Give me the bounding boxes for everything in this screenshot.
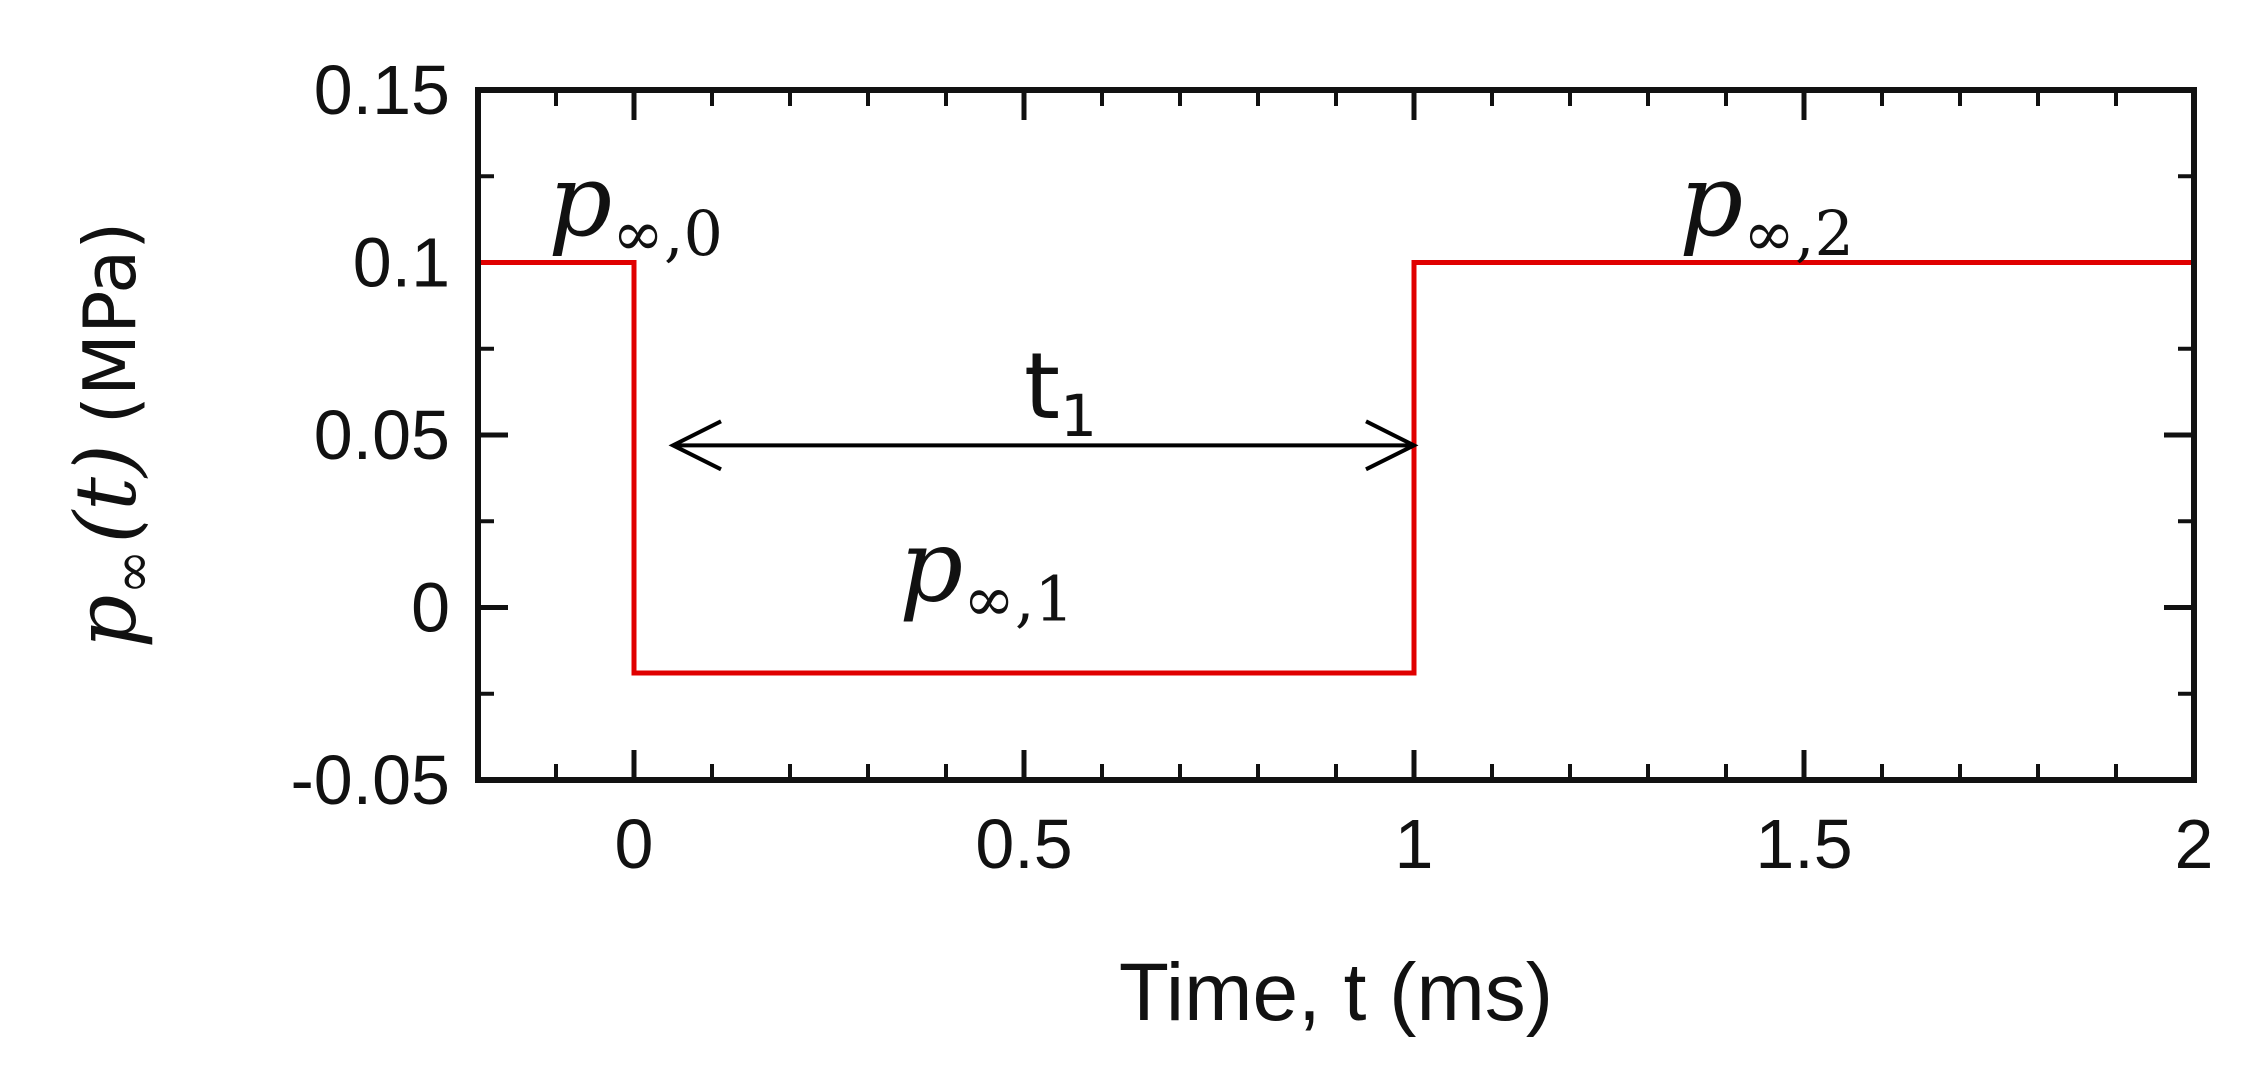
annotation-p1: p∞,1 bbox=[899, 508, 1074, 636]
series-line bbox=[478, 260, 2194, 676]
y-axis-title: p∞ (t) (MPa) bbox=[57, 222, 164, 649]
y-axis-unit: (MPa) bbox=[68, 222, 152, 425]
y-tick-label: 0 bbox=[411, 569, 450, 647]
x-tick-label: 0 bbox=[615, 805, 654, 883]
arrow-layer bbox=[668, 419, 1419, 472]
x-tick-label: 0.5 bbox=[975, 805, 1072, 883]
x-tick-label: 1 bbox=[1395, 805, 1434, 883]
x-tick-label: 1.5 bbox=[1755, 805, 1852, 883]
x-axis-title: Time, t (ms) bbox=[1119, 947, 1553, 1038]
annotation-p0: p∞,0 bbox=[548, 142, 723, 270]
x-tick-label: 2 bbox=[2175, 805, 2214, 883]
x-tick-labels: 0 0.5 1 1.5 2 bbox=[615, 805, 2214, 883]
plot-frame bbox=[475, 87, 2197, 783]
arrow-head-right bbox=[1365, 419, 1419, 472]
y-axis-argument: (t) bbox=[57, 444, 155, 543]
annotation-p2: p∞,2 bbox=[1679, 142, 1854, 270]
svg-text:p∞(t)(MPa): p∞ (t) (MPa) bbox=[57, 222, 164, 649]
y-tick-label: 0.1 bbox=[353, 224, 450, 302]
y-axis-symbol: p bbox=[57, 595, 155, 649]
y-tick-label: 0.05 bbox=[314, 396, 450, 474]
annotation-layer: p∞,0 p∞,1 p∞,2 t1 bbox=[548, 142, 1854, 636]
series-layer bbox=[478, 260, 2194, 676]
arrow-head-left bbox=[668, 419, 722, 472]
major-ticks bbox=[478, 87, 2197, 783]
y-axis-subscript: ∞ bbox=[101, 550, 164, 595]
minor-ticks bbox=[476, 90, 2194, 780]
annotation-t1: t1 bbox=[1024, 333, 1097, 450]
y-tick-labels: -0.05 0 0.05 0.1 0.15 bbox=[290, 51, 450, 819]
y-tick-label: 0.15 bbox=[314, 51, 450, 129]
y-tick-label: -0.05 bbox=[290, 741, 450, 819]
